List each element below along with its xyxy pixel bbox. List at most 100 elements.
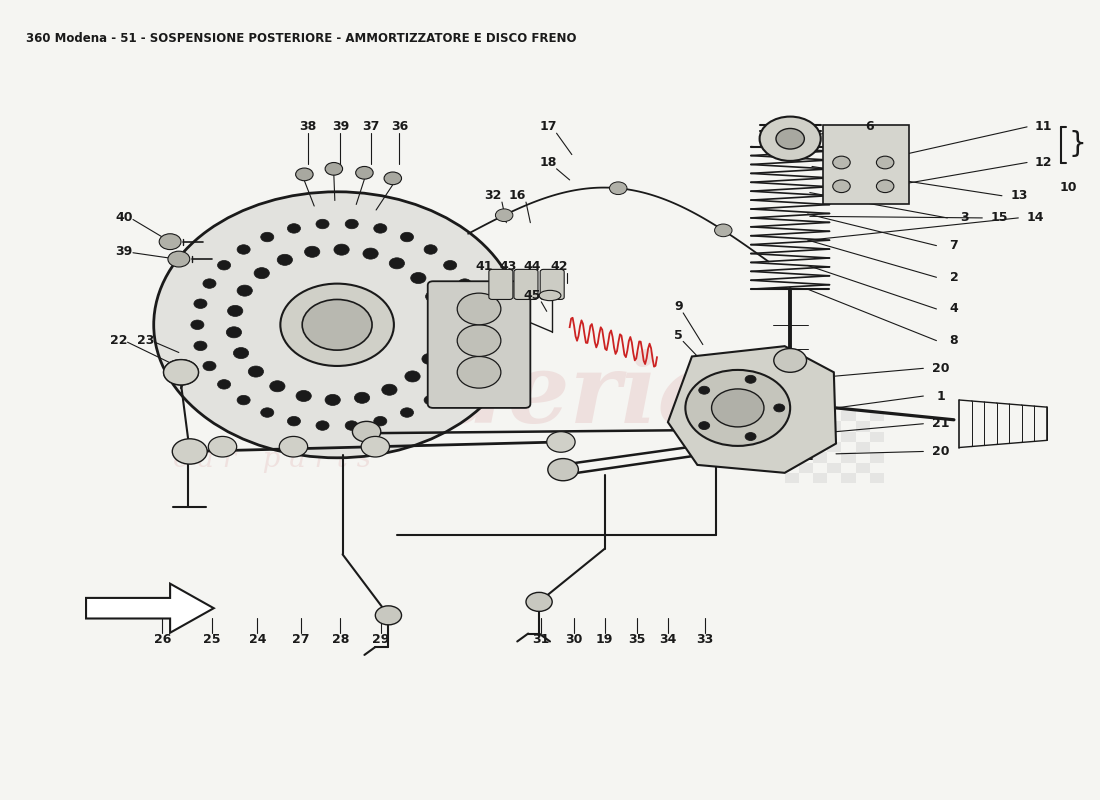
Circle shape	[495, 209, 513, 222]
Circle shape	[238, 245, 250, 254]
Circle shape	[471, 320, 483, 330]
Bar	[799, 462, 813, 473]
Bar	[870, 452, 884, 462]
Circle shape	[773, 404, 784, 412]
Text: 43: 43	[499, 261, 517, 274]
Bar	[813, 452, 827, 462]
Circle shape	[459, 279, 471, 288]
Text: 32: 32	[484, 190, 502, 202]
Circle shape	[374, 417, 387, 426]
Circle shape	[352, 422, 381, 442]
Text: }: }	[1068, 130, 1087, 158]
Text: 45: 45	[524, 289, 541, 302]
Bar	[856, 422, 870, 432]
Text: 35: 35	[628, 633, 646, 646]
Circle shape	[218, 261, 231, 270]
Circle shape	[422, 354, 437, 365]
Text: 3: 3	[960, 211, 969, 225]
Polygon shape	[668, 346, 836, 473]
Text: 1: 1	[936, 390, 945, 402]
Circle shape	[547, 432, 575, 452]
Text: c a r   p a r t s: c a r p a r t s	[174, 446, 372, 473]
Text: 39: 39	[332, 120, 349, 134]
Text: 41: 41	[475, 261, 493, 274]
Circle shape	[160, 234, 182, 250]
Circle shape	[877, 156, 894, 169]
Circle shape	[833, 180, 850, 193]
Circle shape	[400, 408, 414, 418]
Circle shape	[194, 299, 207, 309]
Circle shape	[363, 248, 378, 259]
Bar	[784, 473, 799, 483]
Circle shape	[324, 394, 340, 406]
Text: scuderia: scuderia	[255, 349, 722, 443]
Bar	[784, 432, 799, 442]
Circle shape	[374, 224, 387, 233]
Circle shape	[458, 293, 500, 325]
Circle shape	[773, 349, 806, 372]
Circle shape	[270, 381, 285, 392]
Bar	[784, 411, 799, 422]
Text: 31: 31	[532, 633, 550, 646]
Circle shape	[468, 299, 481, 309]
Circle shape	[345, 421, 359, 430]
Text: 40: 40	[116, 211, 133, 225]
Circle shape	[254, 268, 270, 278]
Text: 38: 38	[299, 120, 317, 134]
Text: 20: 20	[932, 362, 949, 375]
Circle shape	[238, 285, 252, 296]
FancyBboxPatch shape	[540, 270, 564, 299]
Text: 20: 20	[932, 445, 949, 458]
Text: 6: 6	[866, 120, 874, 134]
Circle shape	[458, 357, 500, 388]
Bar	[799, 422, 813, 432]
Circle shape	[745, 433, 756, 441]
Bar	[856, 462, 870, 473]
Text: 12: 12	[1035, 156, 1053, 169]
Circle shape	[685, 370, 790, 446]
FancyBboxPatch shape	[514, 270, 538, 299]
Text: 10: 10	[1059, 182, 1077, 194]
Circle shape	[334, 244, 349, 255]
Text: 17: 17	[539, 120, 557, 134]
Circle shape	[154, 192, 520, 458]
Text: 25: 25	[202, 633, 220, 646]
Polygon shape	[86, 584, 213, 633]
Text: 18: 18	[539, 156, 557, 169]
FancyBboxPatch shape	[488, 270, 513, 299]
Circle shape	[425, 395, 437, 405]
Circle shape	[745, 375, 756, 383]
FancyBboxPatch shape	[428, 282, 530, 408]
Circle shape	[355, 166, 373, 179]
Circle shape	[526, 592, 552, 611]
Circle shape	[354, 392, 370, 403]
Circle shape	[164, 360, 198, 385]
Circle shape	[316, 421, 329, 430]
Circle shape	[279, 437, 308, 457]
Text: 8: 8	[949, 334, 958, 347]
Circle shape	[760, 117, 821, 161]
Circle shape	[548, 458, 579, 481]
Circle shape	[173, 438, 207, 464]
Circle shape	[776, 129, 804, 149]
Circle shape	[190, 320, 204, 330]
Text: 13: 13	[1011, 190, 1028, 202]
Text: 23: 23	[138, 334, 155, 347]
Text: 15: 15	[991, 211, 1009, 225]
Circle shape	[316, 219, 329, 229]
Text: 21: 21	[932, 418, 949, 430]
Circle shape	[432, 312, 448, 323]
Circle shape	[168, 251, 189, 267]
Bar	[827, 462, 842, 473]
Text: 28: 28	[332, 633, 349, 646]
Text: 19: 19	[596, 633, 614, 646]
Bar	[870, 432, 884, 442]
Bar	[870, 473, 884, 483]
Circle shape	[458, 325, 500, 357]
Circle shape	[443, 261, 456, 270]
FancyBboxPatch shape	[823, 126, 910, 204]
Text: 2: 2	[949, 270, 958, 284]
Circle shape	[202, 362, 216, 370]
Bar	[870, 411, 884, 422]
Text: 16: 16	[508, 190, 526, 202]
